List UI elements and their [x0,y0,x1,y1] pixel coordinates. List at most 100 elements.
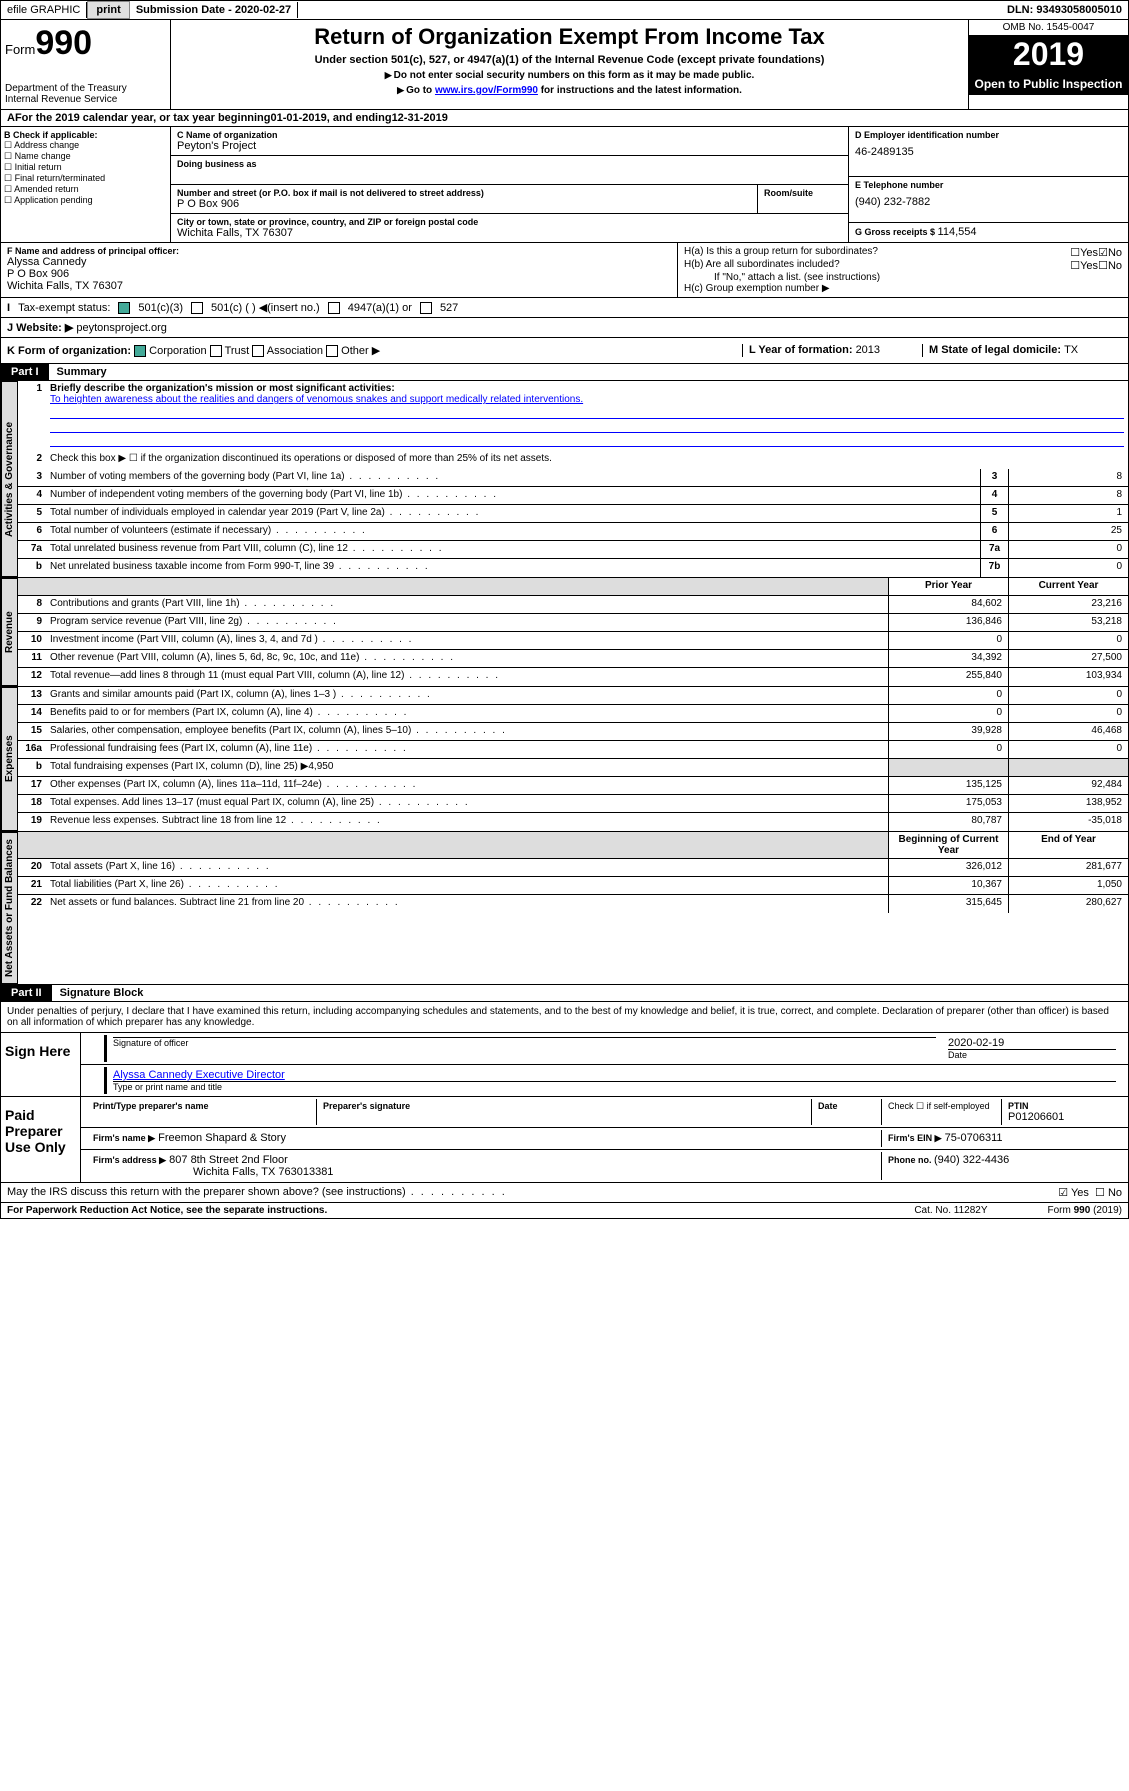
irs-link[interactable]: www.irs.gov/Form990 [435,85,538,96]
phone: (940) 232-7882 [855,196,1122,208]
box-h: H(a) Is this a group return for subordin… [678,243,1128,297]
hb-yes[interactable]: ☐Yes [1070,259,1098,272]
hb-no[interactable]: ☐No [1098,259,1122,272]
year-formation: 2013 [856,344,880,356]
tax-period-row: A For the 2019 calendar year, or tax yea… [0,110,1129,127]
hc-group-exemption: H(c) Group exemption number ▶ [684,283,1122,294]
line-8: 8Contributions and grants (Part VIII, li… [18,596,1128,614]
ha-yes[interactable]: ☐Yes [1070,246,1098,259]
open-inspection: Open to Public Inspection [969,73,1128,95]
line-18: 18Total expenses. Add lines 13–17 (must … [18,795,1128,813]
omb-number: OMB No. 1545-0047 [969,20,1128,36]
box-i-tax-status: ITax-exempt status: 501(c)(3) 501(c) ( )… [0,298,1129,318]
expenses-section: Expenses 13Grants and similar amounts pa… [0,687,1129,832]
topbar: efile GRAPHIC print Submission Date - 20… [0,0,1129,20]
line-2: 2Check this box ▶ ☐ if the organization … [18,451,1128,469]
sign-here-block: Sign Here Signature of officer 2020-02-1… [0,1033,1129,1097]
ha-no[interactable]: ☑No [1098,246,1122,259]
firm-name: Freemon Shapard & Story [158,1132,286,1144]
form-number: Form990 [5,24,166,63]
org-city: Wichita Falls, TX 76307 [177,227,842,239]
print-button[interactable]: print [87,1,129,19]
line-9: 9Program service revenue (Part VIII, lin… [18,614,1128,632]
firm-addr: 807 8th Street 2nd Floor [169,1154,288,1166]
cb-other[interactable] [326,345,338,357]
website-url[interactable]: peytonsproject.org [76,322,167,334]
subtitle-2: Do not enter social security numbers on … [175,70,964,81]
line-10: 10Investment income (Part VIII, column (… [18,632,1128,650]
cb-501c3[interactable] [118,302,130,314]
subtitle-3: Go to www.irs.gov/Form990 for instructio… [175,85,964,96]
line-20: 20Total assets (Part X, line 16)326,0122… [18,859,1128,877]
section-f-h: F Name and address of principal officer:… [0,243,1129,298]
line-14: 14Benefits paid to or for members (Part … [18,705,1128,723]
tax-year: 2019 [969,36,1128,73]
box-k-l-m: K Form of organization: Corporation Trus… [0,338,1129,364]
cb-name-change[interactable]: ☐ Name change [4,151,167,162]
dept-treasury: Department of the Treasury [5,83,166,94]
officer-printed: Alyssa Cannedy Executive Director [113,1069,1116,1081]
discuss-row: May the IRS discuss this return with the… [0,1183,1129,1203]
subtitle-1: Under section 501(c), 527, or 4947(a)(1)… [175,54,964,66]
line-12: 12Total revenue—add lines 8 through 11 (… [18,668,1128,686]
line-11: 11Other revenue (Part VIII, column (A), … [18,650,1128,668]
section-b-c-d: B Check if applicable: ☐ Address change … [0,127,1129,243]
cb-association[interactable] [252,345,264,357]
form-header: Form990 Department of the Treasury Inter… [0,20,1129,110]
cb-application-pending[interactable]: ☐ Application pending [4,195,167,206]
efile-label: efile GRAPHIC [1,2,87,18]
footer: For Paperwork Reduction Act Notice, see … [0,1203,1129,1219]
line-b: bNet unrelated business taxable income f… [18,559,1128,577]
line-13: 13Grants and similar amounts paid (Part … [18,687,1128,705]
org-name: Peyton's Project [177,140,842,152]
box-b: B Check if applicable: ☐ Address change … [1,127,171,242]
dept-irs: Internal Revenue Service [5,94,166,105]
line-4: 4Number of independent voting members of… [18,487,1128,505]
line-5: 5Total number of individuals employed in… [18,505,1128,523]
cb-trust[interactable] [210,345,222,357]
state-domicile: TX [1064,344,1078,356]
part-ii-header: Part II Signature Block [0,985,1129,1002]
line-19: 19Revenue less expenses. Subtract line 1… [18,813,1128,831]
cb-527[interactable] [420,302,432,314]
vtab-revenue: Revenue [1,578,18,686]
cb-amended-return[interactable]: ☐ Amended return [4,184,167,195]
line-21: 21Total liabilities (Part X, line 26)10,… [18,877,1128,895]
discuss-no[interactable]: ☐ No [1095,1186,1122,1199]
firm-phone: (940) 322-4436 [934,1154,1009,1166]
officer-name: Alyssa Cannedy [7,256,671,268]
ptin: P01206601 [1008,1111,1116,1123]
box-f: F Name and address of principal officer:… [1,243,678,297]
box-d-e-g: D Employer identification number 46-2489… [848,127,1128,242]
netassets-section: Net Assets or Fund Balances Beginning of… [0,832,1129,985]
revenue-section: Revenue Prior YearCurrent Year8Contribut… [0,578,1129,687]
cb-501c[interactable] [191,302,203,314]
cb-initial-return[interactable]: ☐ Initial return [4,162,167,173]
vtab-expenses: Expenses [1,687,18,831]
box-j-website: J Website: ▶ peytonsproject.org [0,318,1129,338]
gross-receipts: 114,554 [938,226,977,238]
part-i-header: Part I Summary [0,364,1129,381]
line-6: 6Total number of volunteers (estimate if… [18,523,1128,541]
submission-date: Submission Date - 2020-02-27 [130,2,298,18]
line-3: 3Number of voting members of the governi… [18,469,1128,487]
line-1: 1Briefly describe the organization's mis… [18,381,1128,451]
paid-preparer-block: Paid Preparer Use Only Print/Type prepar… [0,1097,1129,1183]
line-17: 17Other expenses (Part IX, column (A), l… [18,777,1128,795]
line-16a: 16aProfessional fundraising fees (Part I… [18,741,1128,759]
discuss-yes[interactable]: ☑ Yes [1058,1186,1089,1199]
dln: DLN: 93493058005010 [1001,2,1128,18]
sig-date: 2020-02-19 [948,1037,1116,1049]
firm-ein: 75-0706311 [945,1132,1003,1144]
vtab-governance: Activities & Governance [1,381,18,577]
cb-final-return[interactable]: ☐ Final return/terminated [4,173,167,184]
ein: 46-2489135 [855,146,1122,158]
cb-corporation[interactable] [134,345,146,357]
perjury-declaration: Under penalties of perjury, I declare th… [0,1002,1129,1033]
vtab-netassets: Net Assets or Fund Balances [1,832,18,984]
cb-4947[interactable] [328,302,340,314]
cat-no: Cat. No. 11282Y [914,1205,987,1216]
form-ref: Form 990 (2019) [1048,1205,1122,1216]
cb-address-change[interactable]: ☐ Address change [4,140,167,151]
line-15: 15Salaries, other compensation, employee… [18,723,1128,741]
